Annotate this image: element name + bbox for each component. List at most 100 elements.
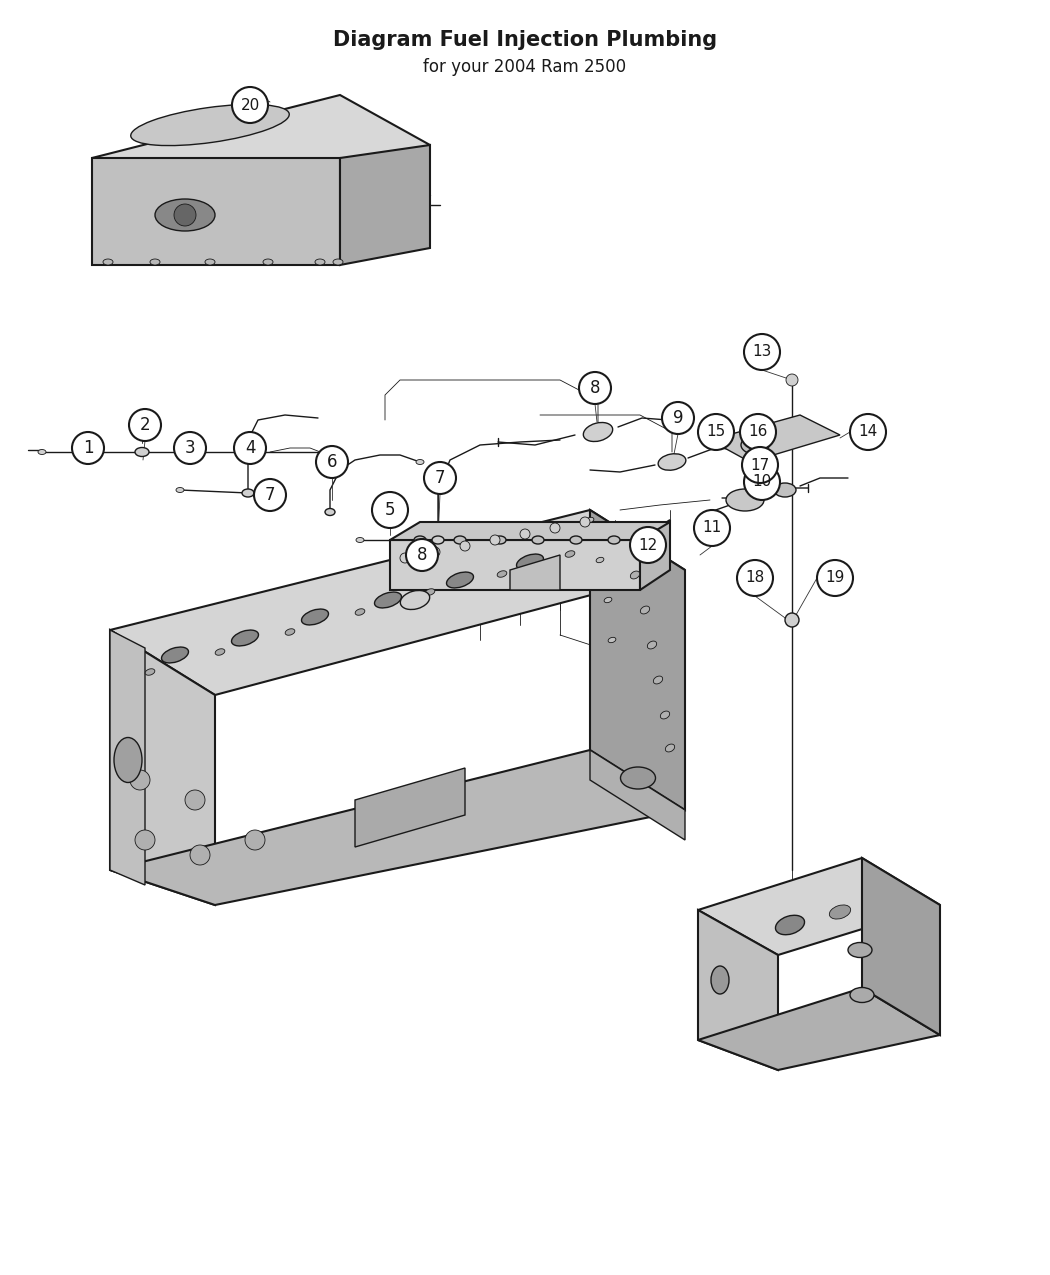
Ellipse shape	[182, 448, 194, 456]
Text: 15: 15	[707, 425, 726, 440]
Text: 1: 1	[83, 439, 93, 456]
Circle shape	[130, 770, 150, 790]
Circle shape	[698, 414, 734, 450]
Circle shape	[550, 523, 560, 533]
Text: 17: 17	[751, 458, 770, 473]
Circle shape	[786, 374, 798, 386]
Ellipse shape	[355, 608, 364, 616]
Ellipse shape	[774, 483, 796, 497]
Text: 13: 13	[752, 344, 772, 360]
Circle shape	[129, 409, 161, 441]
Circle shape	[185, 790, 205, 810]
Circle shape	[254, 479, 286, 511]
Polygon shape	[698, 988, 940, 1070]
Circle shape	[245, 830, 265, 850]
Text: 12: 12	[638, 538, 657, 552]
Circle shape	[850, 414, 886, 450]
Circle shape	[662, 402, 694, 434]
Polygon shape	[590, 510, 685, 810]
Text: 11: 11	[702, 520, 721, 536]
Polygon shape	[710, 414, 840, 462]
Circle shape	[406, 539, 438, 571]
Polygon shape	[510, 555, 560, 590]
Circle shape	[520, 529, 530, 539]
Circle shape	[817, 560, 853, 595]
Text: Diagram Fuel Injection Plumbing: Diagram Fuel Injection Plumbing	[333, 31, 717, 50]
Circle shape	[737, 560, 773, 595]
Text: 2: 2	[140, 416, 150, 434]
Circle shape	[424, 462, 456, 493]
Circle shape	[785, 613, 799, 627]
Text: 4: 4	[245, 439, 255, 456]
Polygon shape	[355, 768, 465, 847]
Circle shape	[694, 510, 730, 546]
Ellipse shape	[150, 259, 160, 265]
Ellipse shape	[630, 571, 639, 579]
Ellipse shape	[375, 592, 401, 608]
Ellipse shape	[356, 538, 364, 542]
Circle shape	[742, 448, 778, 483]
Ellipse shape	[326, 509, 335, 515]
Ellipse shape	[155, 199, 215, 231]
Circle shape	[744, 334, 780, 370]
Text: 7: 7	[265, 486, 275, 504]
Ellipse shape	[604, 597, 612, 603]
Text: 18: 18	[746, 570, 764, 585]
Ellipse shape	[333, 259, 343, 265]
Ellipse shape	[565, 551, 574, 557]
Circle shape	[372, 492, 408, 528]
Polygon shape	[340, 145, 430, 265]
Ellipse shape	[301, 609, 329, 625]
Ellipse shape	[162, 646, 189, 663]
Ellipse shape	[103, 259, 113, 265]
Ellipse shape	[432, 536, 444, 544]
Text: 20: 20	[240, 97, 259, 112]
Ellipse shape	[176, 487, 184, 492]
Ellipse shape	[711, 966, 729, 995]
Ellipse shape	[400, 590, 429, 609]
Ellipse shape	[425, 589, 435, 595]
Circle shape	[630, 527, 666, 564]
Ellipse shape	[640, 606, 650, 615]
Text: 9: 9	[673, 409, 684, 427]
Ellipse shape	[231, 630, 258, 646]
Ellipse shape	[446, 572, 474, 588]
Ellipse shape	[586, 518, 594, 523]
Ellipse shape	[741, 436, 769, 454]
Ellipse shape	[114, 737, 142, 783]
Ellipse shape	[205, 259, 215, 265]
Ellipse shape	[38, 450, 46, 454]
Text: 3: 3	[185, 439, 195, 456]
Circle shape	[579, 372, 611, 404]
Ellipse shape	[135, 448, 149, 456]
Ellipse shape	[648, 641, 656, 649]
Polygon shape	[110, 750, 685, 905]
Polygon shape	[92, 158, 340, 265]
Ellipse shape	[608, 638, 616, 643]
Ellipse shape	[848, 942, 872, 958]
Circle shape	[234, 432, 266, 464]
Ellipse shape	[660, 711, 670, 719]
Ellipse shape	[666, 745, 675, 752]
Circle shape	[190, 845, 210, 864]
Ellipse shape	[517, 555, 544, 570]
Ellipse shape	[532, 536, 544, 544]
Ellipse shape	[658, 454, 686, 470]
Text: 10: 10	[753, 474, 772, 490]
Ellipse shape	[416, 459, 424, 464]
Text: 19: 19	[825, 570, 844, 585]
Ellipse shape	[244, 448, 256, 456]
Circle shape	[135, 830, 155, 850]
Ellipse shape	[497, 571, 507, 578]
Ellipse shape	[830, 905, 850, 919]
Circle shape	[232, 87, 268, 122]
Text: 16: 16	[749, 425, 768, 440]
Circle shape	[316, 446, 348, 478]
Ellipse shape	[242, 490, 254, 497]
Text: 8: 8	[590, 379, 601, 397]
Circle shape	[490, 536, 500, 544]
Polygon shape	[640, 520, 670, 590]
Polygon shape	[110, 510, 685, 695]
Polygon shape	[110, 630, 145, 885]
Text: 6: 6	[327, 453, 337, 470]
